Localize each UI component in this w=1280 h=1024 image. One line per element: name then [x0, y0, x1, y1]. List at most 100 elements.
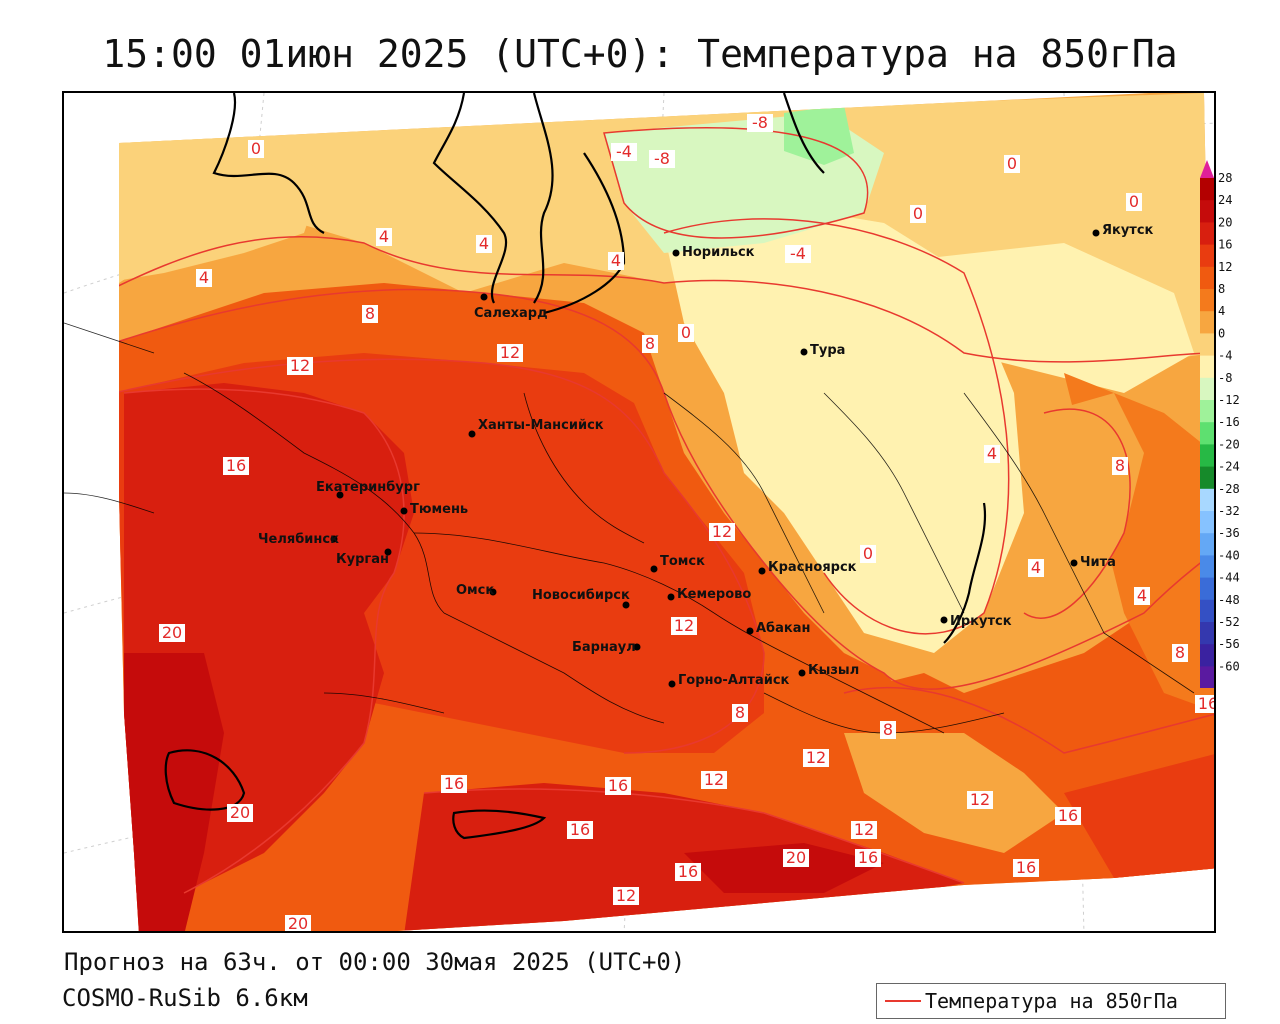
isoline-label: 8 — [1175, 643, 1185, 662]
svg-text:Курган: Курган — [336, 552, 389, 567]
isoline-label-bg — [248, 140, 264, 158]
isoline-label-bg — [701, 771, 727, 789]
zone-west-pale — [119, 133, 324, 283]
svg-text:Салехард: Салехард — [474, 306, 548, 321]
city-ekaterinburg: Екатеринбург — [316, 480, 420, 499]
isoline-label: 12 — [712, 522, 732, 541]
colorbar-tick-label: 0 — [1218, 326, 1225, 340]
colorbar-tick-label: 8 — [1218, 282, 1225, 296]
city-kemerovo: Кемерово — [667, 587, 751, 602]
svg-text:Кемерово: Кемерово — [677, 587, 751, 602]
admin-borders — [64, 322, 1195, 734]
colorbar-swatch — [1200, 533, 1214, 556]
colorbar-tick-label: -40 — [1218, 548, 1240, 562]
isoline-label-bg — [642, 335, 658, 353]
colorbar-swatch — [1200, 377, 1214, 401]
svg-text:Тюмень: Тюмень — [410, 502, 468, 517]
svg-text:Челябинск: Челябинск — [258, 532, 339, 547]
isoline-label-bg — [1013, 859, 1039, 877]
isoline-label-bg — [497, 344, 523, 362]
svg-text:Горно-Алтайск: Горно-Алтайск — [678, 673, 790, 688]
isoline-label-bg — [227, 804, 253, 822]
zone-se-warmer — [1064, 753, 1214, 878]
isoline-label: -4 — [616, 142, 632, 161]
city-khanty-mansiysk: Ханты-Мансийск — [468, 418, 604, 438]
isoline-label: 4 — [987, 444, 997, 463]
colorbar-swatch — [1200, 599, 1214, 623]
isoline-label-bg — [613, 887, 639, 905]
city-abakan: Абакан — [746, 621, 811, 636]
isoline-label: 20 — [786, 848, 806, 867]
isoline-label-bg — [860, 545, 876, 563]
isoline-label: 20 — [230, 803, 250, 822]
city-norilsk: Норильск — [672, 245, 755, 260]
colorbar-tick-label: -20 — [1218, 437, 1240, 451]
svg-text:Тура: Тура — [810, 343, 845, 358]
legend-label: Температура на 850гПа — [925, 989, 1178, 1013]
zone-16-20-south — [404, 783, 964, 931]
colorbar-swatch — [1200, 644, 1214, 667]
isoline-label: 0 — [681, 323, 691, 342]
temperature-colorbar: 28 24 20 16 12 8 4 0 -4 -8 -12 -16 -20 -24 -28 -32 -36 -4… — [1200, 160, 1240, 688]
colorbar-tick-label: -36 — [1218, 526, 1240, 540]
isoline-label: 4 — [1031, 558, 1041, 577]
colorbar-swatch — [1200, 466, 1214, 490]
svg-text:Абакан: Абакан — [756, 621, 811, 636]
isoline-label: 12 — [704, 770, 724, 789]
isoline-label-bg — [967, 791, 993, 809]
isoline-label: 8 — [365, 304, 375, 323]
isoline-label-bg — [567, 821, 593, 839]
colorbar-swatch — [1200, 400, 1214, 423]
isoline-label-bg — [747, 114, 773, 132]
isoline-label: 4 — [611, 251, 621, 270]
isoline-label: 12 — [674, 616, 694, 635]
isoline-label: 20 — [162, 623, 182, 642]
colorbar-tick-label: -4 — [1218, 349, 1232, 363]
legend-line-sample — [885, 1000, 921, 1002]
isoline-label-bg — [1055, 807, 1081, 825]
colorbar-swatch — [1200, 200, 1214, 223]
colorbar-tick-label: 28 — [1218, 171, 1232, 185]
isoline-label: -8 — [752, 113, 768, 132]
isoline-label-bg — [1134, 587, 1150, 605]
isoline-label-bg — [476, 235, 492, 253]
svg-text:Новосибирск: Новосибирск — [532, 588, 630, 603]
forecast-info: Прогноз на 63ч. от 00:00 30мая 2025 (UTC… — [64, 948, 686, 976]
city-chelyabinsk: Челябинск — [258, 532, 339, 547]
legend: Температура на 850гПа — [876, 983, 1226, 1019]
isoline-label: 16 — [444, 774, 464, 793]
svg-text:Якутск: Якутск — [1102, 223, 1154, 238]
isoline-label: 16 — [858, 848, 878, 867]
isoline-label-bg — [1112, 457, 1128, 475]
colorbar-tick-label: -60 — [1218, 659, 1240, 673]
isoline-label: 12 — [616, 886, 636, 905]
isoline-label-bg — [1028, 559, 1044, 577]
isoline-label-bg — [851, 821, 877, 839]
isoline-label-bg — [605, 777, 631, 795]
city-yakutsk: Якутск — [1092, 223, 1154, 238]
isoline-label-bg — [678, 324, 694, 342]
zone-20-24 — [124, 653, 224, 931]
svg-text:Норильск: Норильск — [682, 245, 755, 260]
isoline-label: 12 — [806, 748, 826, 767]
zone-colder-north — [784, 105, 854, 165]
isoline-label: 8 — [1115, 456, 1125, 475]
colorbar-top-arrow — [1200, 160, 1214, 178]
isoline-label-bg — [362, 305, 378, 323]
isotherms — [119, 127, 1214, 894]
colorbar-swatch — [1200, 222, 1214, 246]
map-canvas: Норильск Салехард Якутск Тура Ханты-Манс… — [64, 93, 1214, 931]
map-title: 15:00 01июн 2025 (UTC+0): Температура на… — [102, 32, 1178, 76]
isoline-label-bg — [1126, 193, 1142, 211]
city-irkutsk: Иркутск — [940, 614, 1012, 629]
colorbar-tick-label: -44 — [1218, 571, 1240, 585]
isoline-label: 8 — [883, 720, 893, 739]
colorbar-tick-label: -28 — [1218, 482, 1240, 496]
isoline-label-bg — [675, 863, 701, 881]
isoline-label-bg — [671, 617, 697, 635]
colorbar-swatch — [1200, 622, 1214, 645]
isoline-label-bg — [159, 624, 185, 642]
colorbar-tick-label: 16 — [1218, 238, 1232, 252]
isoline-label-bg — [649, 150, 675, 168]
isoline-label: 12 — [970, 790, 990, 809]
